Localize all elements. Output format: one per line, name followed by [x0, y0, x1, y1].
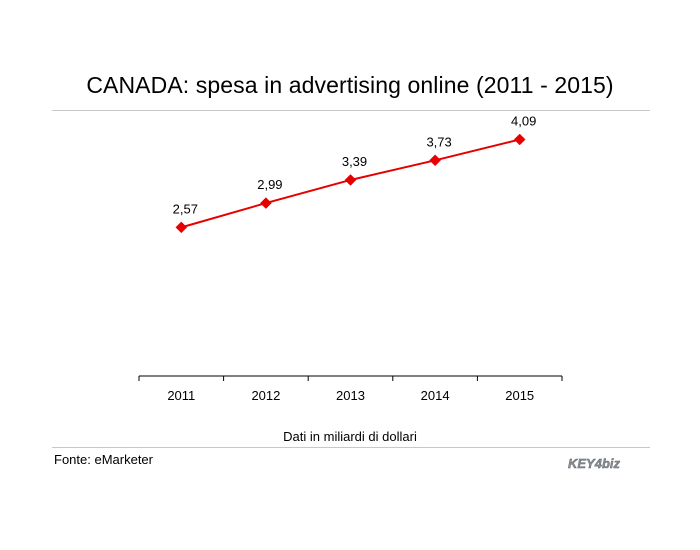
series-line-group: [175, 133, 526, 234]
data-point-2013: [344, 174, 357, 186]
top-divider: [52, 110, 650, 111]
data-point-2011: [175, 221, 188, 234]
x-axis: [138, 375, 563, 381]
bottom-divider: [52, 447, 650, 448]
x-tick-label-2015: 2015: [505, 388, 534, 403]
data-point-2014: [429, 154, 441, 167]
data-labels: 2,57 2,99 3,39 3,73 4,09: [173, 113, 537, 216]
x-tick-labels: 2011 2012 2013 2014 2015: [167, 388, 534, 403]
data-label-2011: 2,57: [173, 201, 198, 216]
logo-text: KEY4biz: [568, 456, 621, 471]
x-tick-label-2012: 2012: [251, 388, 280, 403]
unit-note: Dati in miliardi di dollari: [283, 429, 417, 444]
data-label-2013: 3,39: [342, 154, 367, 169]
line-chart: 2,572,993,393,734,09 2011 2012 2013 2014 201…: [138, 113, 563, 403]
source-note: Fonte: eMarketer: [54, 452, 153, 467]
x-tick-label-2011: 2011: [167, 388, 195, 403]
x-tick-label-2014: 2014: [421, 388, 450, 403]
data-point-2015: [513, 133, 526, 146]
data-label-2014: 3,73: [426, 134, 451, 149]
x-tick-label-2013: 2013: [336, 388, 365, 403]
chart-title: CANADA: spesa in advertising online (201…: [86, 72, 614, 98]
key4biz-logo: KEY4biz: [568, 456, 621, 471]
data-point-2012: [260, 197, 272, 209]
data-label-2012: 2,99: [257, 177, 282, 192]
data-label-2015: 4,09: [511, 113, 536, 128]
